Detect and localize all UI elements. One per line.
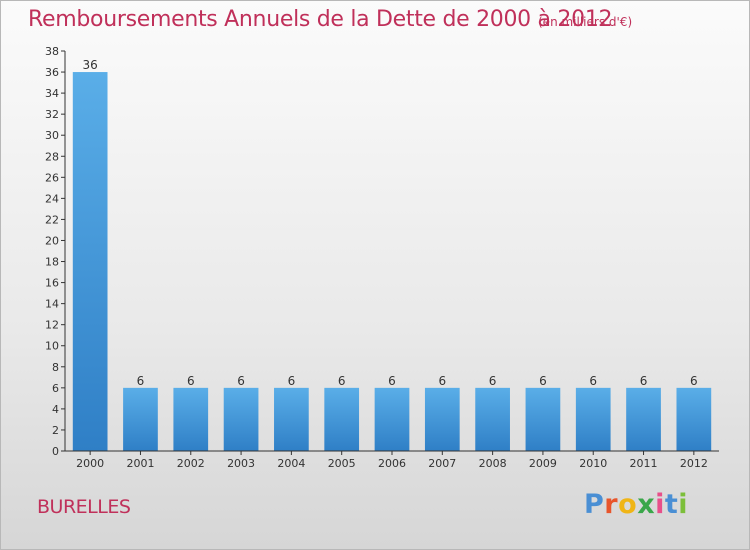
bar-2004 bbox=[274, 387, 309, 451]
bar-2005 bbox=[324, 387, 360, 451]
y-tick-label: 30 bbox=[45, 129, 59, 142]
y-tick-label: 0 bbox=[52, 445, 59, 458]
logo-letter: i bbox=[678, 489, 689, 520]
bar-value-label: 6 bbox=[640, 374, 648, 388]
x-tick-label: 2012 bbox=[680, 457, 708, 470]
bar-2009 bbox=[525, 387, 561, 451]
y-tick-label: 16 bbox=[45, 277, 59, 290]
proxiti-logo: Proxiti bbox=[584, 489, 688, 520]
x-tick-label: 2010 bbox=[579, 457, 607, 470]
bar-2010 bbox=[575, 387, 611, 451]
x-tick-label: 2001 bbox=[126, 457, 154, 470]
y-tick-label: 2 bbox=[52, 424, 59, 437]
bar-2006 bbox=[374, 387, 410, 451]
y-tick-label: 4 bbox=[52, 403, 59, 416]
logo-letter: x bbox=[637, 489, 656, 520]
logo-letter: i bbox=[655, 489, 665, 520]
bar-2002 bbox=[173, 387, 209, 451]
bar-2001 bbox=[123, 387, 158, 451]
bar-value-label: 6 bbox=[690, 374, 698, 388]
x-axis: 2000 2001 2002 2003 2004 2005 2006 2007 2008 2009… bbox=[65, 450, 719, 470]
y-tick-label: 18 bbox=[45, 256, 59, 269]
y-tick-label: 26 bbox=[45, 171, 59, 184]
x-tick-label: 2005 bbox=[328, 457, 356, 470]
y-tick-label: 24 bbox=[45, 192, 59, 205]
x-tick-label: 2003 bbox=[227, 457, 255, 470]
x-tick-label: 2000 bbox=[76, 457, 104, 470]
bar-2011 bbox=[626, 387, 661, 451]
x-tick-label: 2004 bbox=[277, 457, 305, 470]
bar-value-label: 6 bbox=[489, 374, 497, 388]
y-tick-label: 20 bbox=[45, 234, 59, 247]
y-tick-label: 32 bbox=[45, 108, 59, 121]
bar-2000 bbox=[72, 72, 108, 451]
x-tick-label: 2011 bbox=[630, 457, 658, 470]
y-tick-label: 38 bbox=[45, 45, 59, 58]
y-tick-label: 34 bbox=[45, 87, 59, 100]
logo-letter: P bbox=[584, 489, 605, 520]
x-tick-label: 2007 bbox=[428, 457, 456, 470]
y-tick-label: 8 bbox=[52, 361, 59, 374]
y-tick-label: 12 bbox=[45, 319, 59, 332]
y-tick-label: 6 bbox=[52, 382, 59, 395]
bar-value-label: 6 bbox=[137, 374, 145, 388]
bar-value-label: 6 bbox=[438, 374, 446, 388]
bar-value-label: 6 bbox=[338, 374, 346, 388]
bar-2003 bbox=[223, 387, 259, 451]
chart-title: Remboursements Annuels de la Dette de 20… bbox=[28, 7, 613, 32]
bar-value-label: 6 bbox=[539, 374, 547, 388]
logo-letter: r bbox=[604, 489, 619, 520]
bar-value-label: 6 bbox=[388, 374, 396, 388]
bar-2008 bbox=[475, 387, 510, 451]
y-tick-label: 14 bbox=[45, 298, 59, 311]
x-tick-label: 2002 bbox=[177, 457, 205, 470]
bar-value-label: 36 bbox=[83, 58, 98, 72]
y-tick-label: 22 bbox=[45, 213, 59, 226]
bar-2012 bbox=[676, 387, 712, 451]
y-tick-label: 36 bbox=[45, 66, 59, 79]
bar-value-label: 6 bbox=[187, 374, 195, 388]
bar-value-label: 6 bbox=[237, 374, 245, 388]
logo-letter: t bbox=[664, 489, 679, 520]
y-tick-label: 10 bbox=[45, 340, 59, 353]
x-tick-label: 2008 bbox=[479, 457, 507, 470]
x-tick-label: 2009 bbox=[529, 457, 557, 470]
bar-2007 bbox=[424, 387, 460, 451]
commune-name: BURELLES bbox=[37, 496, 131, 518]
bar-value-label: 6 bbox=[589, 374, 597, 388]
logo-letter: o bbox=[618, 489, 638, 520]
bars-group: 36 6 6 6 6 6 6 6 6 6 6 6 6 bbox=[72, 58, 712, 451]
y-tick-label: 28 bbox=[45, 150, 59, 163]
bar-value-label: 6 bbox=[288, 374, 296, 388]
x-tick-label: 2006 bbox=[378, 457, 406, 470]
chart-subtitle: (en milliers d'€) bbox=[538, 15, 633, 29]
